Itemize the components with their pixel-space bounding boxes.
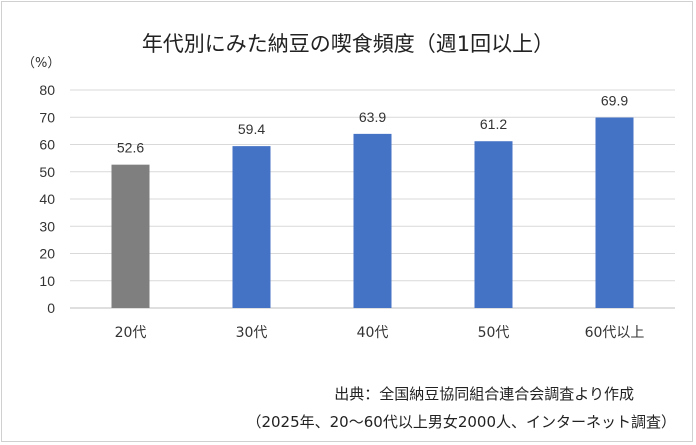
data-label: 61.2 (480, 116, 507, 132)
y-tick-label: 30 (39, 218, 55, 234)
source-line-1: 出典：全国納豆協同組合連合会調査より作成 (334, 385, 634, 403)
data-label: 63.9 (359, 109, 386, 125)
data-label: 69.9 (601, 93, 628, 109)
bar (353, 133, 392, 308)
y-tick-label: 60 (39, 137, 55, 153)
x-tick-label: 30代 (236, 325, 268, 341)
source-line-2: （2025年、20～60代以上男女2000人、インターネット調査） (246, 413, 676, 431)
y-tick-label: 40 (39, 191, 55, 207)
y-tick-label: 10 (39, 273, 55, 289)
y-tick-label: 80 (39, 82, 55, 98)
y-axis-unit-label: （%） (22, 56, 61, 71)
y-tick-label: 50 (39, 164, 55, 180)
data-label: 52.6 (117, 140, 144, 156)
bar (111, 164, 150, 308)
bar (474, 141, 513, 308)
bar (595, 117, 634, 309)
x-tick-label: 40代 (357, 325, 389, 341)
bar (232, 146, 271, 308)
x-tick-label: 60代以上 (585, 325, 645, 341)
y-tick-label: 20 (39, 246, 55, 262)
x-tick-label: 50代 (478, 325, 510, 341)
y-tick-label: 70 (39, 109, 55, 125)
y-tick-label: 0 (47, 300, 55, 316)
chart-title: 年代別にみた納豆の喫食頻度（週1回以上） (141, 32, 555, 56)
x-tick-label: 20代 (115, 325, 147, 341)
data-label: 59.4 (238, 121, 265, 137)
